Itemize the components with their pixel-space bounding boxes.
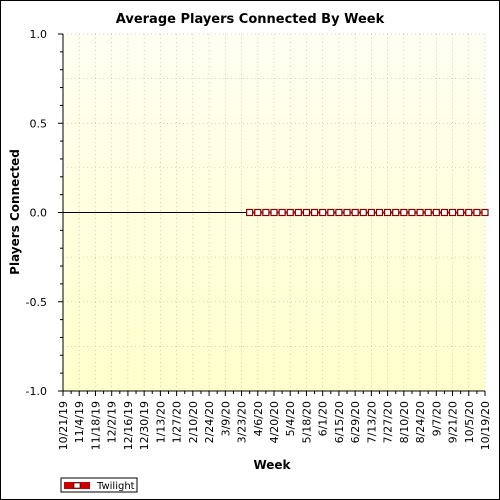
data-point bbox=[310, 208, 319, 217]
x-tick-label: 11/18/19 bbox=[89, 401, 102, 450]
data-point bbox=[278, 208, 286, 217]
x-tick-labels: 10/21/19 11/4/19 11/18/19 12/2/19 12/16/19 12… bbox=[57, 401, 492, 450]
data-point bbox=[473, 208, 481, 217]
x-tick-label: 3/9/20 bbox=[219, 401, 232, 436]
data-point bbox=[254, 208, 262, 217]
y-tick-label: 0.0 bbox=[30, 207, 48, 220]
x-tick-label: 1/27/20 bbox=[171, 401, 184, 443]
legend-label-twilight: Twilight bbox=[96, 481, 135, 492]
data-point bbox=[286, 208, 294, 217]
x-tick-label: 5/4/20 bbox=[284, 401, 297, 436]
data-point bbox=[335, 208, 343, 217]
y-tick-label: -0.5 bbox=[26, 296, 47, 309]
data-point bbox=[400, 208, 408, 217]
data-point bbox=[432, 208, 440, 217]
data-point bbox=[384, 208, 392, 217]
data-point bbox=[343, 208, 351, 217]
x-tick-label: 6/1/20 bbox=[317, 401, 330, 436]
x-tick-label: 10/5/20 bbox=[463, 401, 476, 443]
y-tick-label: 0.5 bbox=[30, 117, 48, 130]
data-point bbox=[457, 208, 465, 217]
x-tick-label: 10/21/19 bbox=[57, 401, 70, 450]
x-tick-label: 4/6/20 bbox=[252, 401, 265, 436]
data-point bbox=[246, 208, 254, 217]
data-point bbox=[319, 208, 327, 217]
data-point bbox=[424, 208, 432, 217]
x-axis-title: Week bbox=[253, 458, 291, 472]
data-point bbox=[481, 208, 489, 217]
data-point bbox=[465, 208, 473, 217]
data-point bbox=[448, 208, 457, 217]
data-point bbox=[262, 208, 270, 217]
x-tick-label: 12/16/19 bbox=[122, 401, 135, 450]
x-tick-label: 8/24/20 bbox=[414, 401, 427, 443]
x-tick-label: 6/15/20 bbox=[333, 401, 346, 443]
y-axis-title: Players Connected bbox=[8, 149, 22, 275]
x-tick-label: 8/10/20 bbox=[398, 401, 411, 443]
legend-marker-twilight bbox=[73, 482, 81, 489]
data-point bbox=[294, 208, 302, 217]
legend: Twilight bbox=[60, 477, 138, 493]
x-tick-label: 11/4/19 bbox=[73, 401, 86, 443]
x-tick-label: 6/29/20 bbox=[349, 401, 362, 443]
data-point bbox=[359, 208, 367, 217]
y-tick-labels: -1.0 -0.5 0.0 0.5 1.0 bbox=[26, 28, 47, 398]
y-tick-label: 1.0 bbox=[30, 28, 48, 41]
data-point bbox=[270, 208, 278, 217]
x-tick-label: 9/7/20 bbox=[430, 401, 443, 436]
x-tick-label: 12/2/19 bbox=[106, 401, 119, 443]
data-point bbox=[351, 208, 359, 217]
data-point bbox=[408, 208, 416, 217]
series-twilight bbox=[246, 208, 489, 217]
x-tick-label: 7/13/20 bbox=[365, 401, 378, 443]
data-point bbox=[440, 208, 449, 217]
data-point bbox=[392, 208, 400, 217]
axes bbox=[58, 33, 486, 396]
x-tick-label: 10/19/20 bbox=[479, 401, 492, 450]
data-point bbox=[327, 208, 335, 217]
x-tick-label: 12/30/19 bbox=[138, 401, 151, 450]
x-tick-label: 7/27/20 bbox=[382, 401, 395, 443]
y-tick-label: -1.0 bbox=[26, 385, 47, 398]
x-tick-label: 4/20/20 bbox=[268, 401, 281, 443]
x-tick-label: 3/23/20 bbox=[236, 401, 249, 443]
x-tick-label: 9/21/20 bbox=[447, 401, 460, 443]
x-tick-label: 1/13/20 bbox=[154, 401, 167, 443]
data-point bbox=[375, 208, 384, 217]
chart-title: Average Players Connected By Week bbox=[116, 12, 385, 27]
x-tick-label: 2/10/20 bbox=[187, 401, 200, 443]
data-point bbox=[302, 208, 311, 217]
data-point bbox=[367, 208, 375, 217]
x-tick-label: 2/24/20 bbox=[203, 401, 216, 443]
data-point bbox=[416, 208, 424, 217]
x-tick-label: 5/18/20 bbox=[300, 401, 313, 443]
